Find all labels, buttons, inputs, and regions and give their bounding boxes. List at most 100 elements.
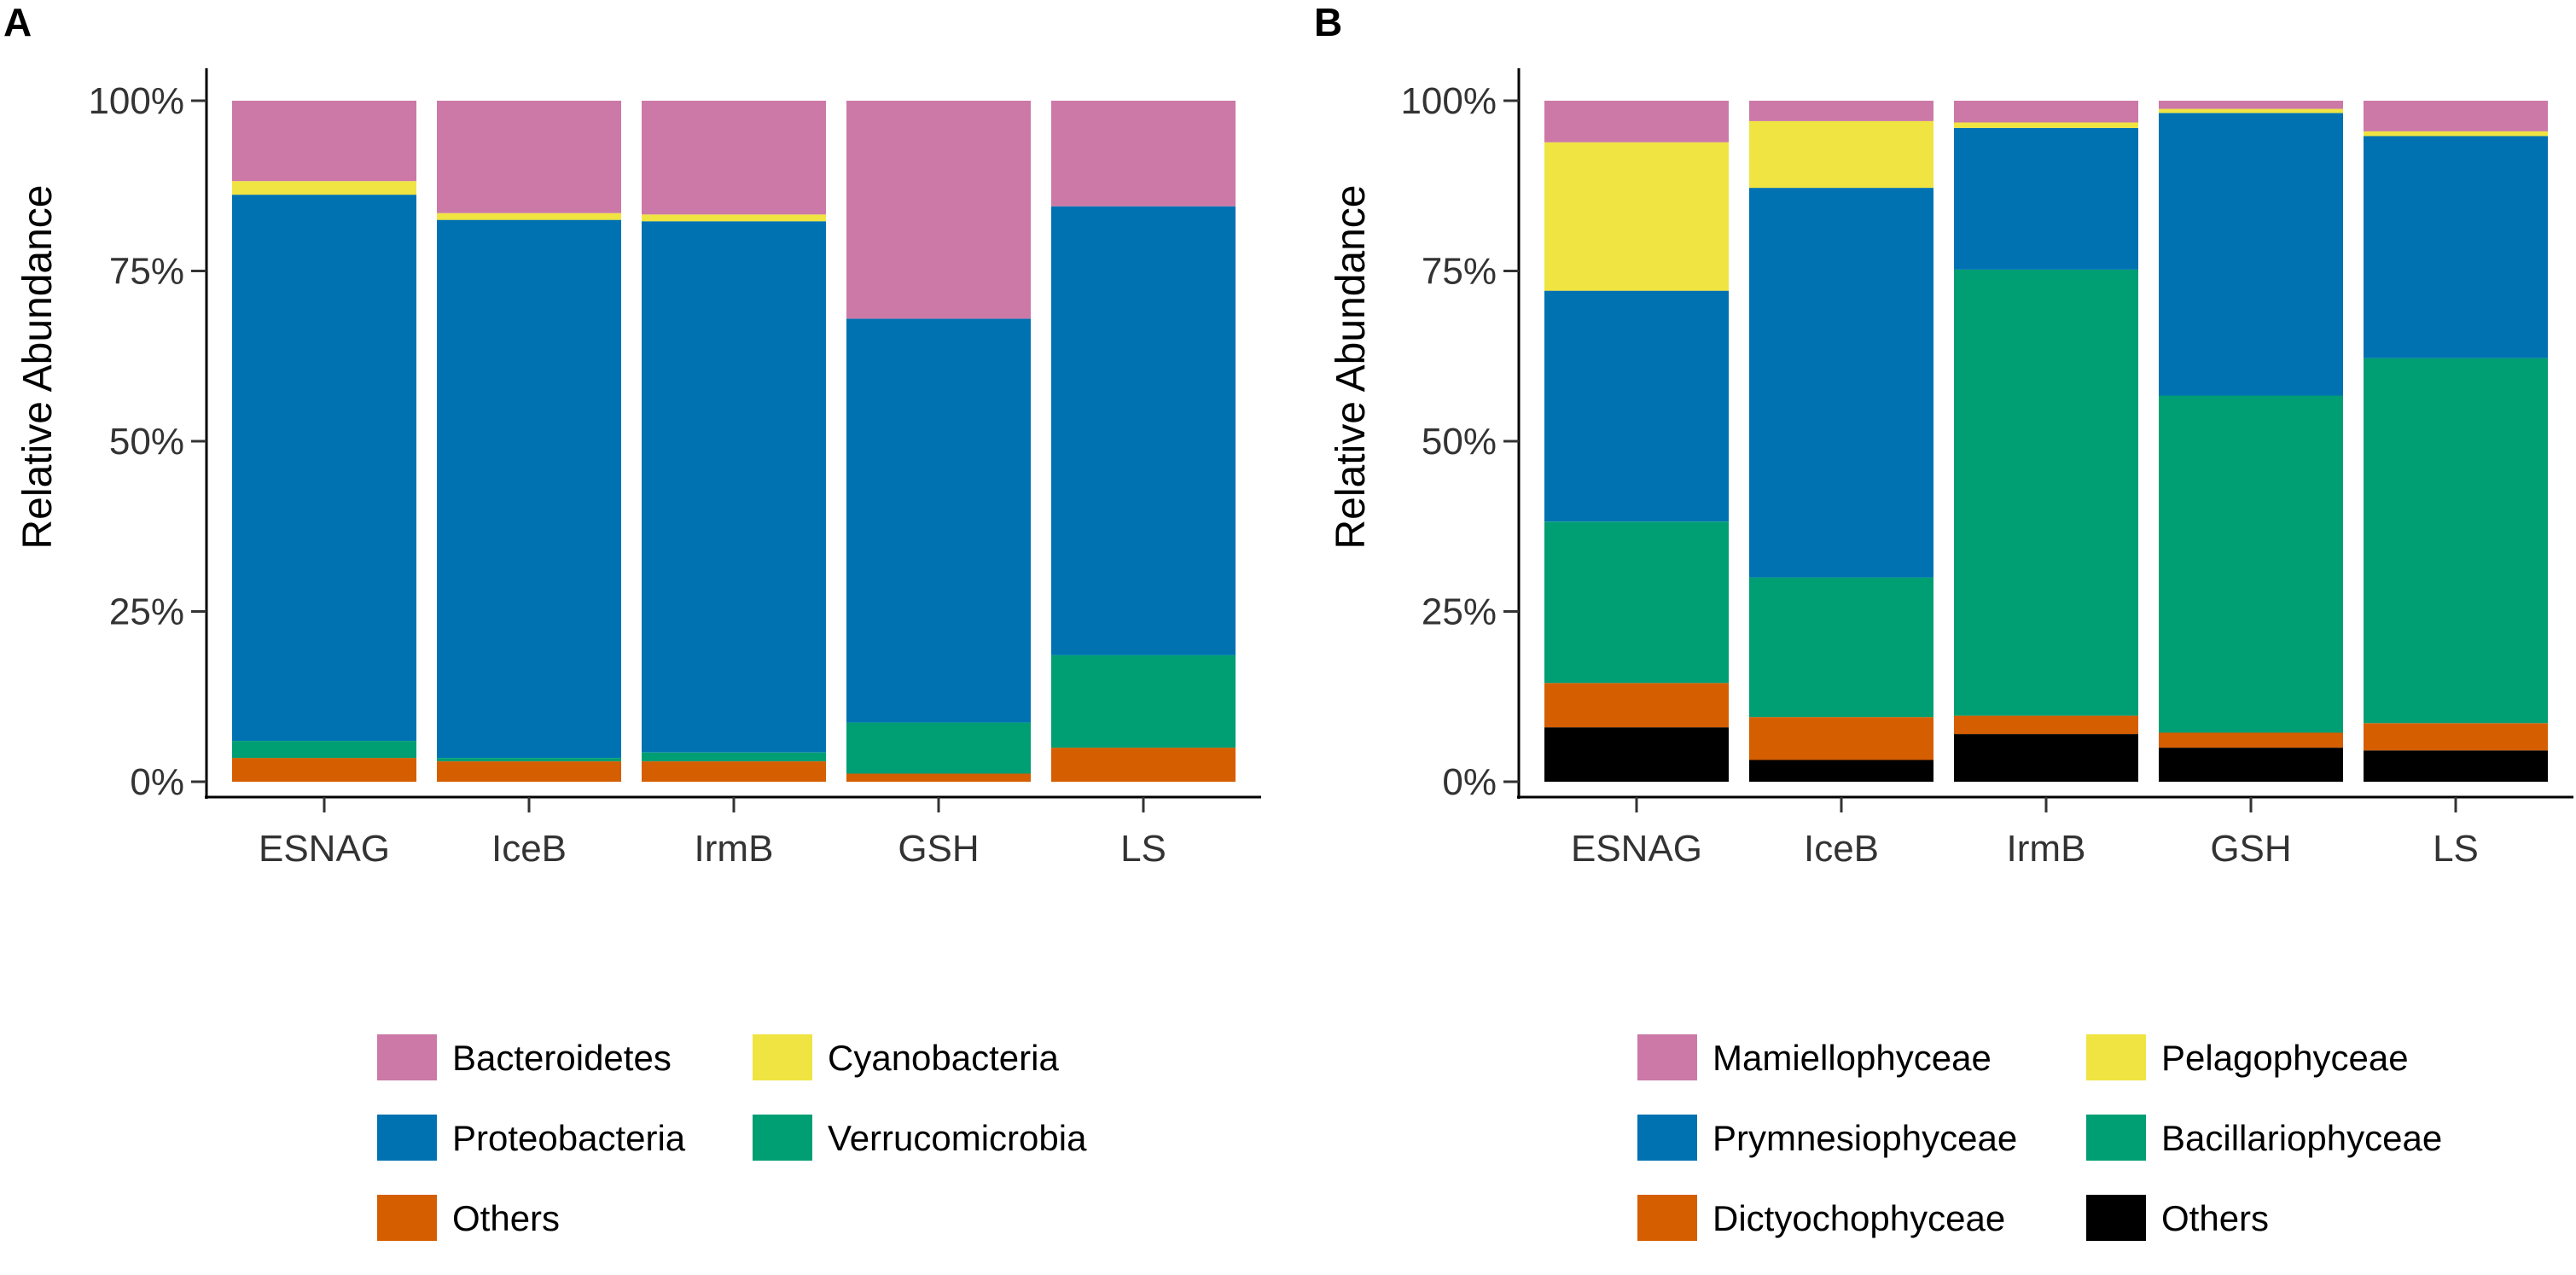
y-tick-label: 75% xyxy=(109,251,184,293)
bar-esnag-verrucomicrobia xyxy=(232,741,416,759)
bar-irmb-others xyxy=(1954,734,2138,782)
legend-swatch-cyanobacteria xyxy=(753,1034,812,1080)
bar-ls-bacteroidetes xyxy=(1051,101,1236,207)
bar-gsh-dictyochophyceae xyxy=(2159,732,2343,748)
bar-irmb-verrucomicrobia xyxy=(642,752,826,762)
bar-ls-pelagophyceae xyxy=(2364,131,2548,137)
legend-label-bacillariophyceae: Bacillariophyceae xyxy=(2161,1118,2442,1158)
y-ticks: 0% 25% 50% 75% 100% xyxy=(88,80,206,803)
bar-ls-verrucomicrobia xyxy=(1051,655,1236,748)
y-axis-label: Relative Abundance xyxy=(15,185,61,550)
bar-iceb-dictyochophyceae xyxy=(1749,717,1933,760)
y-tick-label: 0% xyxy=(1442,761,1497,803)
bar-iceb-prymnesiophyceae xyxy=(1749,188,1933,578)
legend-swatch-mamiellophyceae xyxy=(1637,1034,1697,1080)
legend-label-prymnesiophyceae: Prymnesiophyceae xyxy=(1712,1118,2017,1158)
bar-esnag-bacillariophyceae xyxy=(1544,521,1729,684)
x-ticks: ESNAG IceB IrmB GSH LS xyxy=(1571,797,2479,870)
x-tick-label: IrmB xyxy=(695,828,774,870)
x-tick-label: GSH xyxy=(2210,828,2291,870)
x-tick-label: IceB xyxy=(1804,828,1879,870)
y-tick-label: 50% xyxy=(109,421,184,463)
y-axis-label: Relative Abundance xyxy=(1329,185,1374,550)
legend: Mamiellophyceae Pelagophyceae Prymnesiophy… xyxy=(1637,1034,2442,1241)
bar-ls-others xyxy=(1051,748,1236,782)
y-tick-label: 25% xyxy=(1422,591,1497,633)
y-tick-label: 0% xyxy=(130,761,184,803)
bar-iceb-pelagophyceae xyxy=(1749,120,1933,189)
x-tick-label: LS xyxy=(1120,828,1166,870)
bar-gsh-verrucomicrobia xyxy=(846,722,1031,774)
legend: Bacteroidetes Cyanobacteria Proteobacteria… xyxy=(377,1034,1087,1241)
bar-ls-dictyochophyceae xyxy=(2364,723,2548,751)
bar-iceb-others xyxy=(1749,760,1933,782)
bar-esnag-prymnesiophyceae xyxy=(1544,290,1729,522)
bar-iceb-proteobacteria xyxy=(437,219,621,759)
bar-ls-mamiellophyceae xyxy=(2364,101,2548,131)
x-tick-label: ESNAG xyxy=(259,828,390,870)
legend-swatch-others xyxy=(2086,1195,2146,1241)
bar-gsh-proteobacteria xyxy=(846,318,1031,723)
bar-gsh-mamiellophyceae xyxy=(2159,101,2343,109)
panel-letter: B xyxy=(1314,0,1342,44)
bar-iceb-verrucomicrobia xyxy=(437,758,621,762)
bar-iceb-others xyxy=(437,761,621,782)
y-tick-label: 100% xyxy=(1400,80,1497,122)
bar-esnag-cyanobacteria xyxy=(232,181,416,195)
legend-swatch-prymnesiophyceae xyxy=(1637,1115,1697,1161)
bar-gsh-others xyxy=(2159,748,2343,782)
panel-b: B Relative Abundance 0% 25% 50% 75% 100% ESN… xyxy=(1314,0,2573,1241)
bar-irmb-cyanobacteria xyxy=(642,214,826,222)
y-tick-label: 75% xyxy=(1422,251,1497,293)
legend-swatch-pelagophyceae xyxy=(2086,1034,2146,1080)
panel-letter: A xyxy=(3,0,32,44)
bar-gsh-prymnesiophyceae xyxy=(2159,113,2343,396)
y-tick-label: 50% xyxy=(1422,421,1497,463)
legend-label-bacteroidetes: Bacteroidetes xyxy=(452,1038,672,1078)
legend-swatch-dictyochophyceae xyxy=(1637,1195,1697,1241)
legend-label-mamiellophyceae: Mamiellophyceae xyxy=(1712,1038,1992,1078)
bar-irmb-prymnesiophyceae xyxy=(1954,127,2138,270)
bar-esnag-bacteroidetes xyxy=(232,101,416,182)
legend-label-cyanobacteria: Cyanobacteria xyxy=(828,1038,1059,1078)
legend-label-dictyochophyceae: Dictyochophyceae xyxy=(1712,1198,2005,1238)
bar-ls-others xyxy=(2364,750,2548,782)
bar-irmb-bacillariophyceae xyxy=(1954,269,2138,716)
bar-irmb-bacteroidetes xyxy=(642,101,826,215)
bar-esnag-others xyxy=(232,758,416,782)
bar-esnag-pelagophyceae xyxy=(1544,142,1729,291)
panel-a: A Relative Abundance 0% 25% 50% 75% 100% ESN… xyxy=(3,0,1261,1241)
y-tick-label: 25% xyxy=(109,591,184,633)
bar-esnag-mamiellophyceae xyxy=(1544,101,1729,143)
legend-label-proteobacteria: Proteobacteria xyxy=(452,1118,686,1158)
legend-swatch-bacteroidetes xyxy=(377,1034,437,1080)
legend-swatch-proteobacteria xyxy=(377,1115,437,1161)
bar-esnag-dictyochophyceae xyxy=(1544,683,1729,728)
bar-iceb-bacillariophyceae xyxy=(1749,577,1933,718)
legend-swatch-bacillariophyceae xyxy=(2086,1115,2146,1161)
x-tick-label: GSH xyxy=(898,828,979,870)
bars-group xyxy=(1544,101,2548,782)
bar-gsh-bacteroidetes xyxy=(846,101,1031,319)
legend-swatch-others xyxy=(377,1195,437,1241)
bar-iceb-bacteroidetes xyxy=(437,101,621,213)
bar-esnag-proteobacteria xyxy=(232,195,416,742)
bar-ls-bacillariophyceae xyxy=(2364,358,2548,724)
x-ticks: ESNAG IceB IrmB GSH LS xyxy=(259,797,1166,870)
bar-gsh-bacillariophyceae xyxy=(2159,395,2343,733)
legend-swatch-verrucomicrobia xyxy=(753,1115,812,1161)
bar-irmb-pelagophyceae xyxy=(1954,122,2138,128)
bar-iceb-cyanobacteria xyxy=(437,212,621,220)
bar-esnag-others xyxy=(1544,727,1729,782)
bar-iceb-mamiellophyceae xyxy=(1749,101,1933,121)
x-tick-label: LS xyxy=(2433,828,2479,870)
x-tick-label: IceB xyxy=(491,828,567,870)
bar-gsh-pelagophyceae xyxy=(2159,108,2343,114)
bar-irmb-mamiellophyceae xyxy=(1954,101,2138,123)
x-tick-label: ESNAG xyxy=(1571,828,1702,870)
legend-label-pelagophyceae: Pelagophyceae xyxy=(2161,1038,2409,1078)
bar-gsh-others xyxy=(846,773,1031,782)
bar-irmb-dictyochophyceae xyxy=(1954,715,2138,735)
y-tick-label: 100% xyxy=(88,80,184,122)
